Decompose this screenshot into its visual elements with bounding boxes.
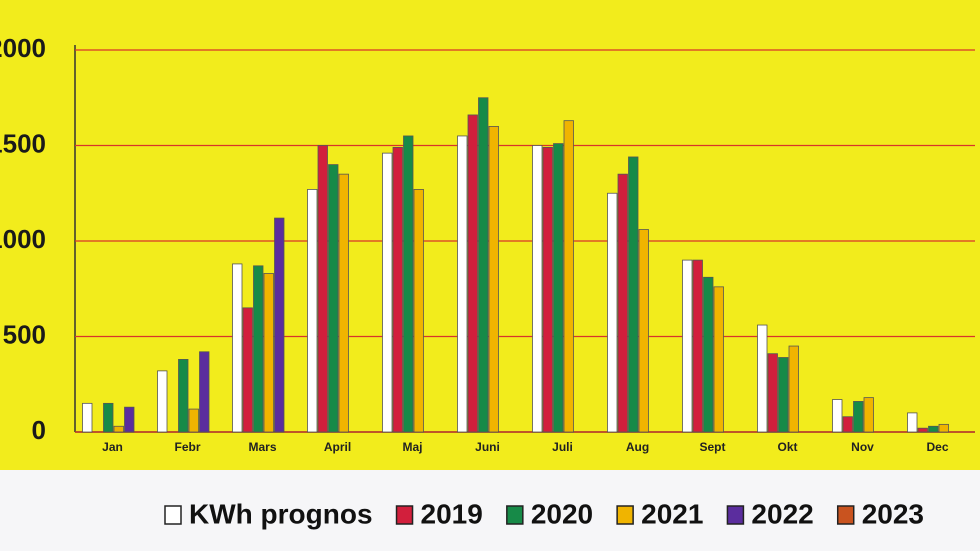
x-tick-label: Juli bbox=[552, 440, 573, 454]
x-tick-label: Mars bbox=[248, 440, 276, 454]
bar bbox=[242, 307, 253, 433]
bar bbox=[553, 143, 564, 433]
bar bbox=[478, 97, 489, 433]
y-tick-label: 1500 bbox=[0, 128, 46, 158]
x-tick-label: Jan bbox=[102, 440, 123, 454]
bar bbox=[638, 229, 649, 433]
y-tick-label: 500 bbox=[3, 319, 46, 349]
bar bbox=[607, 192, 618, 433]
bar bbox=[488, 126, 499, 433]
bar bbox=[124, 406, 135, 433]
bar bbox=[328, 164, 339, 433]
legend-label: KWh prognos bbox=[189, 498, 373, 529]
bar bbox=[542, 147, 553, 433]
bar bbox=[392, 147, 403, 433]
bar bbox=[178, 359, 189, 433]
legend-background bbox=[0, 470, 980, 551]
y-tick-label: 0 bbox=[32, 415, 46, 445]
bar bbox=[232, 263, 243, 433]
bar bbox=[263, 273, 274, 433]
bar bbox=[863, 397, 874, 433]
bar bbox=[832, 399, 843, 433]
bar bbox=[253, 265, 264, 433]
legend-swatch bbox=[836, 505, 855, 525]
bar bbox=[413, 189, 424, 433]
bar bbox=[188, 408, 199, 433]
bar bbox=[767, 353, 778, 433]
bar bbox=[457, 135, 468, 433]
bar bbox=[103, 402, 114, 433]
legend-swatch bbox=[616, 505, 634, 525]
legend-label: 2019 bbox=[421, 498, 483, 529]
legend-swatch bbox=[395, 505, 414, 525]
bar bbox=[757, 324, 768, 433]
bar bbox=[682, 259, 693, 433]
bar bbox=[778, 357, 789, 433]
x-tick-label: Okt bbox=[777, 440, 797, 454]
bar bbox=[307, 189, 318, 433]
x-tick-label: Febr bbox=[174, 440, 200, 454]
legend-label: 2020 bbox=[531, 498, 593, 529]
bar bbox=[82, 402, 93, 433]
bar bbox=[403, 135, 414, 433]
bar bbox=[928, 425, 939, 433]
bar bbox=[532, 145, 543, 433]
bar bbox=[938, 423, 949, 433]
bar bbox=[199, 351, 210, 433]
bar bbox=[788, 345, 799, 433]
bar bbox=[467, 114, 478, 433]
legend-swatch bbox=[726, 505, 745, 525]
legend-label: 2021 bbox=[641, 498, 703, 529]
x-tick-label: Nov bbox=[851, 440, 874, 454]
bar bbox=[917, 427, 928, 433]
bar bbox=[563, 120, 574, 433]
y-tick-label: 2000 bbox=[0, 33, 46, 63]
bar bbox=[617, 173, 628, 433]
bar bbox=[628, 156, 639, 433]
x-tick-label: April bbox=[324, 440, 351, 454]
x-tick-label: Aug bbox=[626, 440, 649, 454]
bar bbox=[842, 416, 853, 433]
bar bbox=[274, 217, 285, 433]
legend-swatch bbox=[164, 505, 182, 525]
y-tick-label: 1000 bbox=[0, 224, 46, 254]
bar bbox=[853, 401, 864, 433]
bar bbox=[692, 259, 703, 433]
bar bbox=[317, 145, 328, 433]
x-tick-label: Juni bbox=[475, 440, 500, 454]
bar bbox=[907, 412, 918, 433]
x-tick-label: Maj bbox=[402, 440, 422, 454]
legend-swatch bbox=[506, 505, 524, 525]
bar bbox=[113, 425, 124, 433]
legend-label: 2023 bbox=[862, 498, 924, 529]
legend-label: 2022 bbox=[751, 498, 813, 529]
bar bbox=[713, 286, 724, 433]
bar bbox=[382, 152, 393, 433]
bar bbox=[338, 173, 349, 433]
x-tick-label: Sept bbox=[699, 440, 725, 454]
bar bbox=[703, 276, 714, 433]
x-tick-label: Dec bbox=[926, 440, 948, 454]
bar bbox=[157, 370, 168, 433]
